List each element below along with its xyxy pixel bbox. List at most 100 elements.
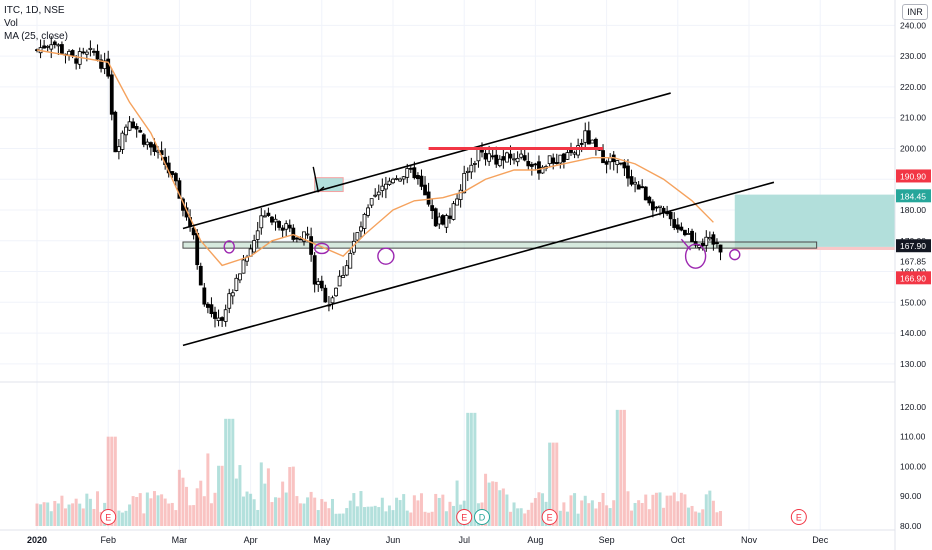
volume-bar: [145, 492, 149, 526]
volume-bar: [519, 508, 523, 526]
volume-bar: [587, 503, 591, 526]
candle-body: [67, 51, 71, 56]
price-badge-label: 167.85: [900, 256, 926, 266]
candle-body: [715, 242, 719, 245]
candle-body: [81, 51, 86, 54]
volume-bar: [676, 501, 680, 526]
candle-body: [551, 157, 556, 164]
candle-body: [141, 134, 146, 145]
candle-body: [348, 252, 353, 269]
volume-bar: [601, 492, 605, 526]
candle-body: [205, 303, 210, 308]
volume-bar: [309, 491, 313, 526]
candle-body: [679, 226, 684, 231]
candle-body: [95, 50, 100, 60]
target-zone: [734, 194, 895, 247]
volume-bar: [192, 505, 196, 526]
volume-bar: [651, 494, 655, 526]
volume-bar: [373, 505, 377, 526]
volume-bar: [281, 481, 285, 526]
candle-body: [412, 167, 417, 179]
volume-bar: [327, 508, 331, 526]
candle-body: [60, 44, 64, 54]
candle-body: [455, 198, 459, 206]
volume-bar: [576, 513, 580, 526]
volume-bar: [266, 468, 270, 526]
volume-bar: [120, 512, 124, 526]
candle-body: [216, 317, 221, 322]
time-tick-label: Dec: [812, 535, 829, 545]
volume-bar: [704, 494, 708, 526]
candle-body: [227, 293, 232, 309]
candle-body: [533, 163, 538, 166]
candle-body: [707, 237, 712, 240]
volume-bar: [391, 510, 395, 526]
volume-tick-label: 90.00: [900, 491, 922, 501]
candle-body: [394, 178, 399, 180]
time-tick-label: Jun: [386, 535, 401, 545]
price-badge: [896, 239, 931, 253]
candle-body: [213, 311, 217, 319]
candle-body: [287, 224, 292, 229]
purple-circle-mark: [314, 242, 330, 255]
price-tick-label: 210.00: [900, 113, 926, 123]
candle-body: [280, 227, 285, 231]
candle-body: [462, 173, 467, 194]
time-axis[interactable]: 2020 Feb Mar Apr May Jun Jul Aug Sep Oct Nov Dec: [0, 529, 895, 545]
volume-bar: [217, 465, 221, 526]
volume-bar: [711, 500, 715, 526]
price-tick-label: 130.00: [900, 359, 926, 369]
purple-circle-mark: [377, 247, 395, 265]
candle-body: [255, 230, 260, 240]
candle-body: [359, 226, 363, 232]
currency-button[interactable]: INR: [902, 4, 928, 20]
volume-bar: [224, 418, 228, 526]
candle-body: [145, 141, 150, 146]
candle-body: [42, 45, 47, 49]
candle-body: [152, 144, 157, 152]
volume-bar: [455, 480, 459, 526]
volume-bar: [241, 496, 245, 526]
volume-bar: [719, 511, 723, 526]
channel-upper-line: [182, 92, 671, 230]
volume-bar: [409, 512, 413, 526]
candle-body: [234, 277, 239, 291]
candle-body: [323, 287, 328, 303]
price-axis[interactable]: 240.00230.00220.00210.00200.00190.00180.…: [894, 0, 932, 550]
volume-bar: [402, 494, 406, 526]
candle-body: [529, 164, 534, 167]
candle-body: [113, 111, 118, 153]
candle-body: [309, 236, 314, 255]
ma-line: [36, 49, 714, 267]
candle-body: [494, 154, 499, 165]
drawn-zones: [182, 177, 895, 250]
volume-bar: [662, 507, 666, 526]
volume-bar: [209, 503, 213, 526]
volume-bar: [434, 493, 438, 526]
candle-body: [640, 186, 645, 189]
price-badge: [896, 189, 931, 203]
channel-lower-line: [182, 181, 775, 347]
candle-body: [319, 280, 324, 289]
candle-body: [120, 132, 125, 150]
check-mark: [312, 166, 325, 193]
trend-lines: [182, 92, 775, 347]
price-badge-label: 184.45: [900, 191, 926, 201]
volume-bar: [249, 493, 253, 526]
volume-bar: [320, 499, 324, 526]
candle-body: [366, 207, 370, 216]
candle-body: [291, 227, 296, 240]
candle-body: [376, 191, 381, 196]
volume-bar: [110, 436, 114, 526]
volume-bar: [505, 494, 509, 526]
volume-bar: [469, 412, 473, 526]
price-badge: [896, 271, 931, 285]
volume-bar: [558, 510, 562, 526]
volume-bar: [138, 493, 142, 526]
volume-bar: [149, 498, 153, 526]
volume-bar: [555, 442, 559, 526]
volume-bar: [338, 513, 342, 526]
volume-bar: [580, 500, 584, 526]
candle-body: [84, 51, 89, 55]
